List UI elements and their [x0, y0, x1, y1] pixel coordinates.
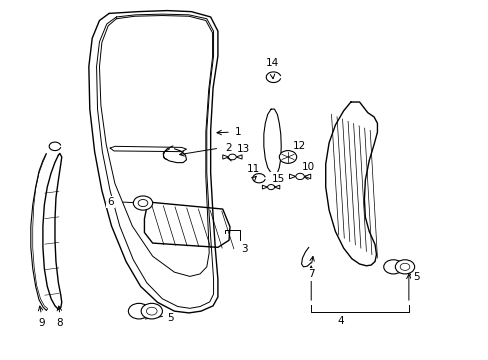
Circle shape — [141, 303, 162, 319]
Text: 15: 15 — [271, 174, 285, 184]
Circle shape — [295, 173, 304, 180]
Polygon shape — [236, 155, 242, 159]
Text: 8: 8 — [57, 318, 63, 328]
Text: 7: 7 — [307, 269, 314, 279]
Circle shape — [383, 260, 402, 274]
Text: 6: 6 — [107, 197, 114, 207]
Polygon shape — [262, 185, 267, 189]
Text: 2: 2 — [224, 143, 231, 153]
Circle shape — [399, 263, 409, 270]
Circle shape — [146, 307, 157, 315]
Text: 5: 5 — [412, 273, 419, 283]
Circle shape — [228, 154, 236, 160]
Text: 10: 10 — [302, 162, 315, 172]
Polygon shape — [223, 155, 228, 159]
Circle shape — [128, 303, 149, 319]
Text: 14: 14 — [265, 58, 279, 68]
Circle shape — [279, 150, 296, 163]
Circle shape — [394, 260, 414, 274]
Text: 11: 11 — [246, 164, 259, 174]
Polygon shape — [274, 185, 279, 189]
Text: 4: 4 — [337, 316, 344, 327]
Circle shape — [267, 185, 274, 190]
Text: 3: 3 — [241, 244, 247, 254]
Text: 1: 1 — [234, 127, 241, 137]
Polygon shape — [289, 174, 295, 179]
Circle shape — [138, 199, 147, 207]
Text: 13: 13 — [236, 144, 250, 154]
Text: 9: 9 — [38, 318, 45, 328]
Circle shape — [133, 196, 152, 210]
Text: 12: 12 — [292, 141, 305, 150]
Text: 5: 5 — [167, 313, 173, 323]
Polygon shape — [304, 174, 310, 179]
